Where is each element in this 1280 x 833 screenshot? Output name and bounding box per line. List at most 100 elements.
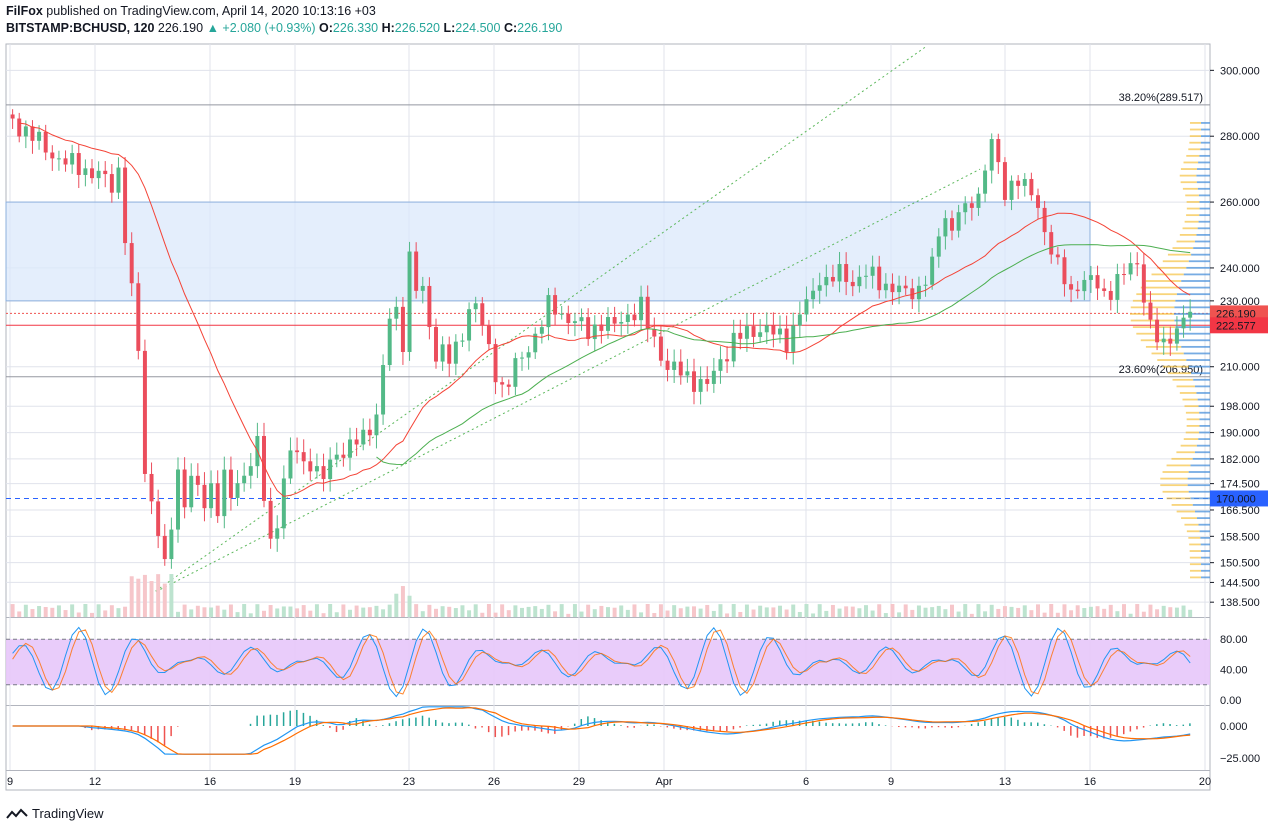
- candle-body: [129, 243, 134, 284]
- candle-body: [632, 314, 637, 321]
- candle-body: [328, 459, 333, 480]
- candle-body: [1128, 263, 1133, 275]
- vp-bar: [1180, 181, 1197, 184]
- volume-bar: [705, 604, 710, 617]
- volume-bar: [797, 611, 802, 617]
- footer: TradingView: [6, 806, 104, 826]
- candle-body: [1155, 319, 1160, 343]
- vp-bar: [1188, 260, 1210, 263]
- volume-bar: [731, 604, 736, 617]
- volume-bar: [771, 607, 776, 617]
- volume-bars: [10, 574, 1193, 617]
- macd-tick-label: −25.000: [1220, 753, 1260, 765]
- macd-hist-bar: [1056, 726, 1059, 728]
- candle-body: [136, 283, 141, 351]
- volume-bar: [493, 612, 498, 617]
- candle-body: [771, 325, 776, 335]
- y-tick-label: 182.000: [1220, 454, 1260, 466]
- x-tick-label: 29: [573, 776, 585, 788]
- volume-bar: [467, 610, 472, 617]
- candle-body: [1042, 207, 1047, 233]
- candle-body: [639, 296, 644, 321]
- vp-bar: [1193, 247, 1210, 249]
- candle-body: [70, 153, 75, 165]
- candle-body: [83, 168, 88, 175]
- tradingview-brand[interactable]: TradingView: [32, 806, 104, 821]
- macd-hist-bar: [898, 726, 900, 728]
- fib-level-label: 38.20%(289.517): [1119, 92, 1203, 104]
- volume-bar: [592, 609, 597, 617]
- candle-body: [169, 529, 174, 560]
- macd-hist-bar: [858, 723, 860, 726]
- vp-bar: [1182, 398, 1198, 401]
- macd-hist-bar: [1063, 726, 1065, 731]
- volume-bar: [374, 605, 379, 617]
- candle-body: [76, 153, 81, 175]
- macd-hist-bar: [699, 726, 702, 731]
- volume-bar: [156, 574, 161, 617]
- candle-body: [930, 256, 935, 285]
- symbol-label[interactable]: BITSTAMP:BCHUSD, 120: [6, 21, 155, 35]
- macd-hist-bar: [944, 726, 946, 728]
- vp-bar: [1194, 510, 1210, 513]
- volume-bar: [281, 606, 286, 617]
- vp-bar: [1176, 451, 1195, 454]
- volume-bar: [427, 604, 432, 617]
- macd-hist-bar: [977, 722, 979, 726]
- vp-bar: [1198, 523, 1210, 526]
- vp-bar: [1162, 471, 1189, 473]
- vp-bar: [1199, 418, 1210, 421]
- vp-bar: [1132, 326, 1176, 329]
- candle-body: [189, 475, 194, 508]
- macd-hist-bar: [1175, 725, 1178, 726]
- volume-bar: [996, 608, 1001, 617]
- volume-bar: [400, 586, 405, 617]
- candle-body: [513, 358, 518, 387]
- volume-bar: [758, 605, 763, 617]
- candle-body: [23, 126, 28, 137]
- macd-hist-bar: [395, 721, 397, 726]
- macd-hist-bar: [309, 715, 311, 726]
- candle-body: [1168, 338, 1173, 344]
- candle-body: [1088, 275, 1093, 280]
- volume-bar: [778, 605, 782, 617]
- macd-hist-bar: [349, 720, 351, 726]
- volume-bar: [1128, 613, 1133, 617]
- low-label: L:: [443, 21, 456, 35]
- author-name[interactable]: FilFox: [6, 4, 43, 18]
- volume-bar: [103, 610, 108, 617]
- vp-bar: [1166, 464, 1191, 467]
- volume-bar: [685, 606, 690, 617]
- candle-body: [414, 251, 419, 291]
- vp-bar: [1184, 523, 1199, 526]
- volume-bar: [473, 604, 478, 617]
- x-tick-label: 12: [89, 776, 101, 788]
- vp-bar: [1189, 543, 1201, 546]
- volume-bar: [1009, 606, 1014, 617]
- candle-body: [758, 332, 763, 337]
- candle-body: [1148, 302, 1153, 320]
- vp-bar: [1174, 319, 1210, 322]
- volume-bar: [566, 613, 571, 617]
- volume-bar: [10, 604, 15, 617]
- candle-body: [744, 326, 749, 339]
- candle-body: [1122, 274, 1126, 276]
- macd-hist-bar: [335, 726, 338, 733]
- macd-hist-bar: [474, 726, 477, 729]
- candle-body: [1115, 274, 1120, 300]
- vp-bar: [1176, 332, 1210, 335]
- volume-bar: [1055, 612, 1060, 617]
- macd-hist-bar: [1023, 722, 1026, 726]
- vp-bar: [1189, 563, 1201, 566]
- vp-bar: [1183, 161, 1199, 164]
- vp-bar: [1188, 471, 1210, 473]
- macd-hist-bar: [1129, 726, 1132, 732]
- candle-body: [116, 167, 121, 193]
- candle-body: [572, 321, 577, 324]
- candle-body: [1108, 290, 1113, 300]
- candle-body: [149, 473, 154, 502]
- vp-bar: [1199, 530, 1210, 533]
- candle-body: [566, 313, 571, 324]
- y-tick-label: 230.000: [1220, 296, 1260, 308]
